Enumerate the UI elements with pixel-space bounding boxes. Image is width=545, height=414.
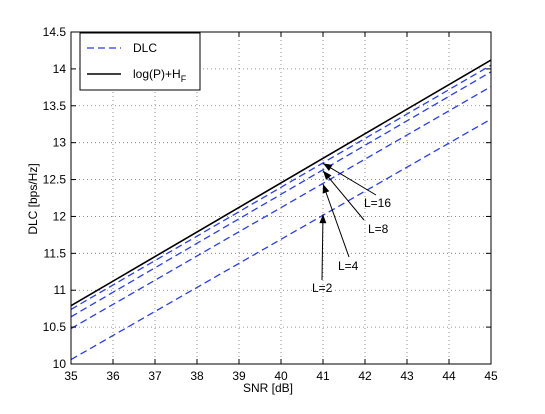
annotation-label: L=2 [312,281,333,295]
legend-label-bound: log(P)+HF [133,67,187,84]
annotation-arrowhead [319,214,327,224]
annotation-arrow-line [322,183,350,258]
y-tick-label: 11 [54,283,67,297]
y-tick-label: 13 [53,136,67,150]
series-line-4 [70,118,492,361]
legend-label-dlc: DLC [133,41,157,55]
y-tick-label: 10 [53,357,67,371]
x-tick-label: 44 [442,369,456,383]
x-tick-label: 35 [64,369,78,383]
y-tick-label: 14 [53,62,67,76]
x-axis-label: SNR [dB] [243,381,293,395]
annotation-arrowhead [322,183,330,194]
legend-label-bound-sub: F [181,74,187,84]
x-tick-label: 42 [358,369,372,383]
x-tick-label: 39 [232,369,246,383]
x-tick-label: 41 [316,369,330,383]
x-tick-label: 43 [400,369,414,383]
y-axis-label: DLC [bps/Hz] [26,163,40,234]
x-tick-label: 40 [274,369,288,383]
legend-label-bound-main: log(P)+H [133,67,181,81]
legend-box [79,32,201,91]
series-line-2 [70,71,492,318]
axes: 35 36 37 38 39 40 41 42 43 44 45 10 10.5 11 11.5 12 12.5… [43,25,498,383]
y-tick-label: 13.5 [43,99,67,113]
series-line-1 [70,64,492,310]
annotation-label: L=16 [364,196,391,210]
annotations: L=16 L=8 L=4 L=2 [312,162,391,295]
x-tick-label: 38 [190,369,204,383]
annotation-arrowhead [323,170,332,180]
y-tick-label: 11.5 [44,246,67,260]
series-line-0 [70,59,492,307]
x-tick-label: 37 [148,369,162,383]
annotation-arrow-line [322,170,365,221]
annotation-label: L=4 [338,259,359,273]
annotation-arrow-line [322,162,377,196]
series-layer [70,59,492,361]
annotation-arrowhead [323,163,333,171]
x-tick-label: 45 [484,369,498,383]
annotation-arrow-line [321,214,324,281]
legend: DLC log(P)+HF [79,32,201,91]
series-line-3 [70,86,492,330]
y-tick-label: 14.5 [43,25,67,39]
x-tick-label: 36 [106,369,120,383]
annotation-label: L=8 [368,222,389,236]
y-tick-label: 12 [53,209,67,223]
y-tick-label: 12.5 [43,173,67,187]
y-tick-label: 10.5 [43,320,67,334]
